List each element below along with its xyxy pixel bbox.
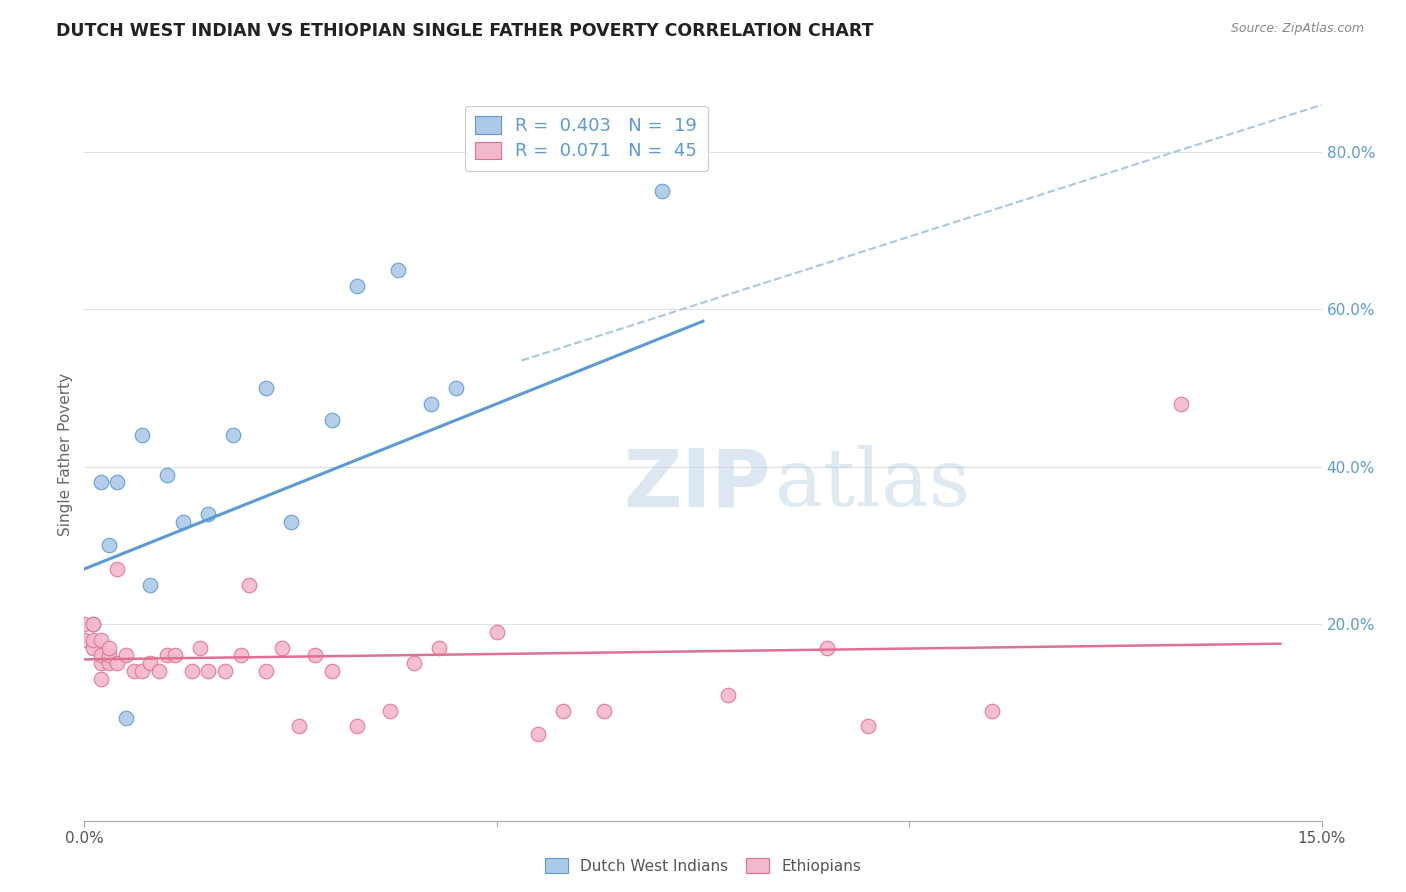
Point <box>90 632 112 647</box>
Point <box>427 640 450 655</box>
Point <box>188 640 211 655</box>
Point <box>527 727 550 741</box>
Point <box>222 428 245 442</box>
Point <box>165 648 187 663</box>
Point <box>444 381 467 395</box>
Point <box>254 664 277 678</box>
Point <box>98 640 121 655</box>
Point <box>593 704 616 718</box>
Point <box>105 562 128 576</box>
Point <box>73 632 96 647</box>
Point <box>321 412 343 426</box>
Text: DUTCH WEST INDIAN VS ETHIOPIAN SINGLE FATHER POVERTY CORRELATION CHART: DUTCH WEST INDIAN VS ETHIOPIAN SINGLE FA… <box>56 22 873 40</box>
Point <box>238 577 260 591</box>
Point <box>419 397 441 411</box>
Point <box>304 648 326 663</box>
Point <box>82 617 104 632</box>
Y-axis label: Single Father Poverty: Single Father Poverty <box>58 374 73 536</box>
Point <box>105 657 128 671</box>
Point <box>856 719 879 733</box>
Point <box>82 632 104 647</box>
Point <box>346 719 368 733</box>
Point <box>980 704 1002 718</box>
Point <box>98 538 121 552</box>
Point <box>197 664 219 678</box>
Point <box>815 640 838 655</box>
Point <box>254 381 277 395</box>
Point <box>90 672 112 686</box>
Point <box>156 467 179 482</box>
Point <box>378 704 401 718</box>
Point <box>131 664 153 678</box>
Point <box>180 664 202 678</box>
Point <box>105 475 128 490</box>
Point <box>131 428 153 442</box>
Point <box>98 648 121 663</box>
Point <box>90 657 112 671</box>
Legend: Dutch West Indians, Ethiopians: Dutch West Indians, Ethiopians <box>538 852 868 880</box>
Point <box>148 664 170 678</box>
Legend: R =  0.403   N =  19, R =  0.071   N =  45: R = 0.403 N = 19, R = 0.071 N = 45 <box>464 105 707 171</box>
Point <box>485 624 508 639</box>
Point <box>551 704 574 718</box>
Point <box>114 648 136 663</box>
Point <box>73 617 96 632</box>
Point <box>82 617 104 632</box>
Point <box>229 648 252 663</box>
Point <box>404 657 426 671</box>
Text: atlas: atlas <box>775 445 970 524</box>
Point <box>214 664 236 678</box>
Point <box>651 185 673 199</box>
Point <box>90 648 112 663</box>
Point <box>717 688 740 702</box>
Point <box>271 640 294 655</box>
Point <box>321 664 343 678</box>
Point <box>139 657 162 671</box>
Point <box>90 475 112 490</box>
Point <box>82 640 104 655</box>
Point <box>197 507 219 521</box>
Point <box>139 577 162 591</box>
Text: ZIP: ZIP <box>624 445 770 524</box>
Point <box>280 515 302 529</box>
Point <box>122 664 145 678</box>
Text: Source: ZipAtlas.com: Source: ZipAtlas.com <box>1230 22 1364 36</box>
Point <box>156 648 179 663</box>
Point <box>288 719 311 733</box>
Point <box>346 278 368 293</box>
Point <box>1170 397 1192 411</box>
Point <box>98 657 121 671</box>
Point <box>114 711 136 725</box>
Point <box>172 515 194 529</box>
Point <box>387 263 409 277</box>
